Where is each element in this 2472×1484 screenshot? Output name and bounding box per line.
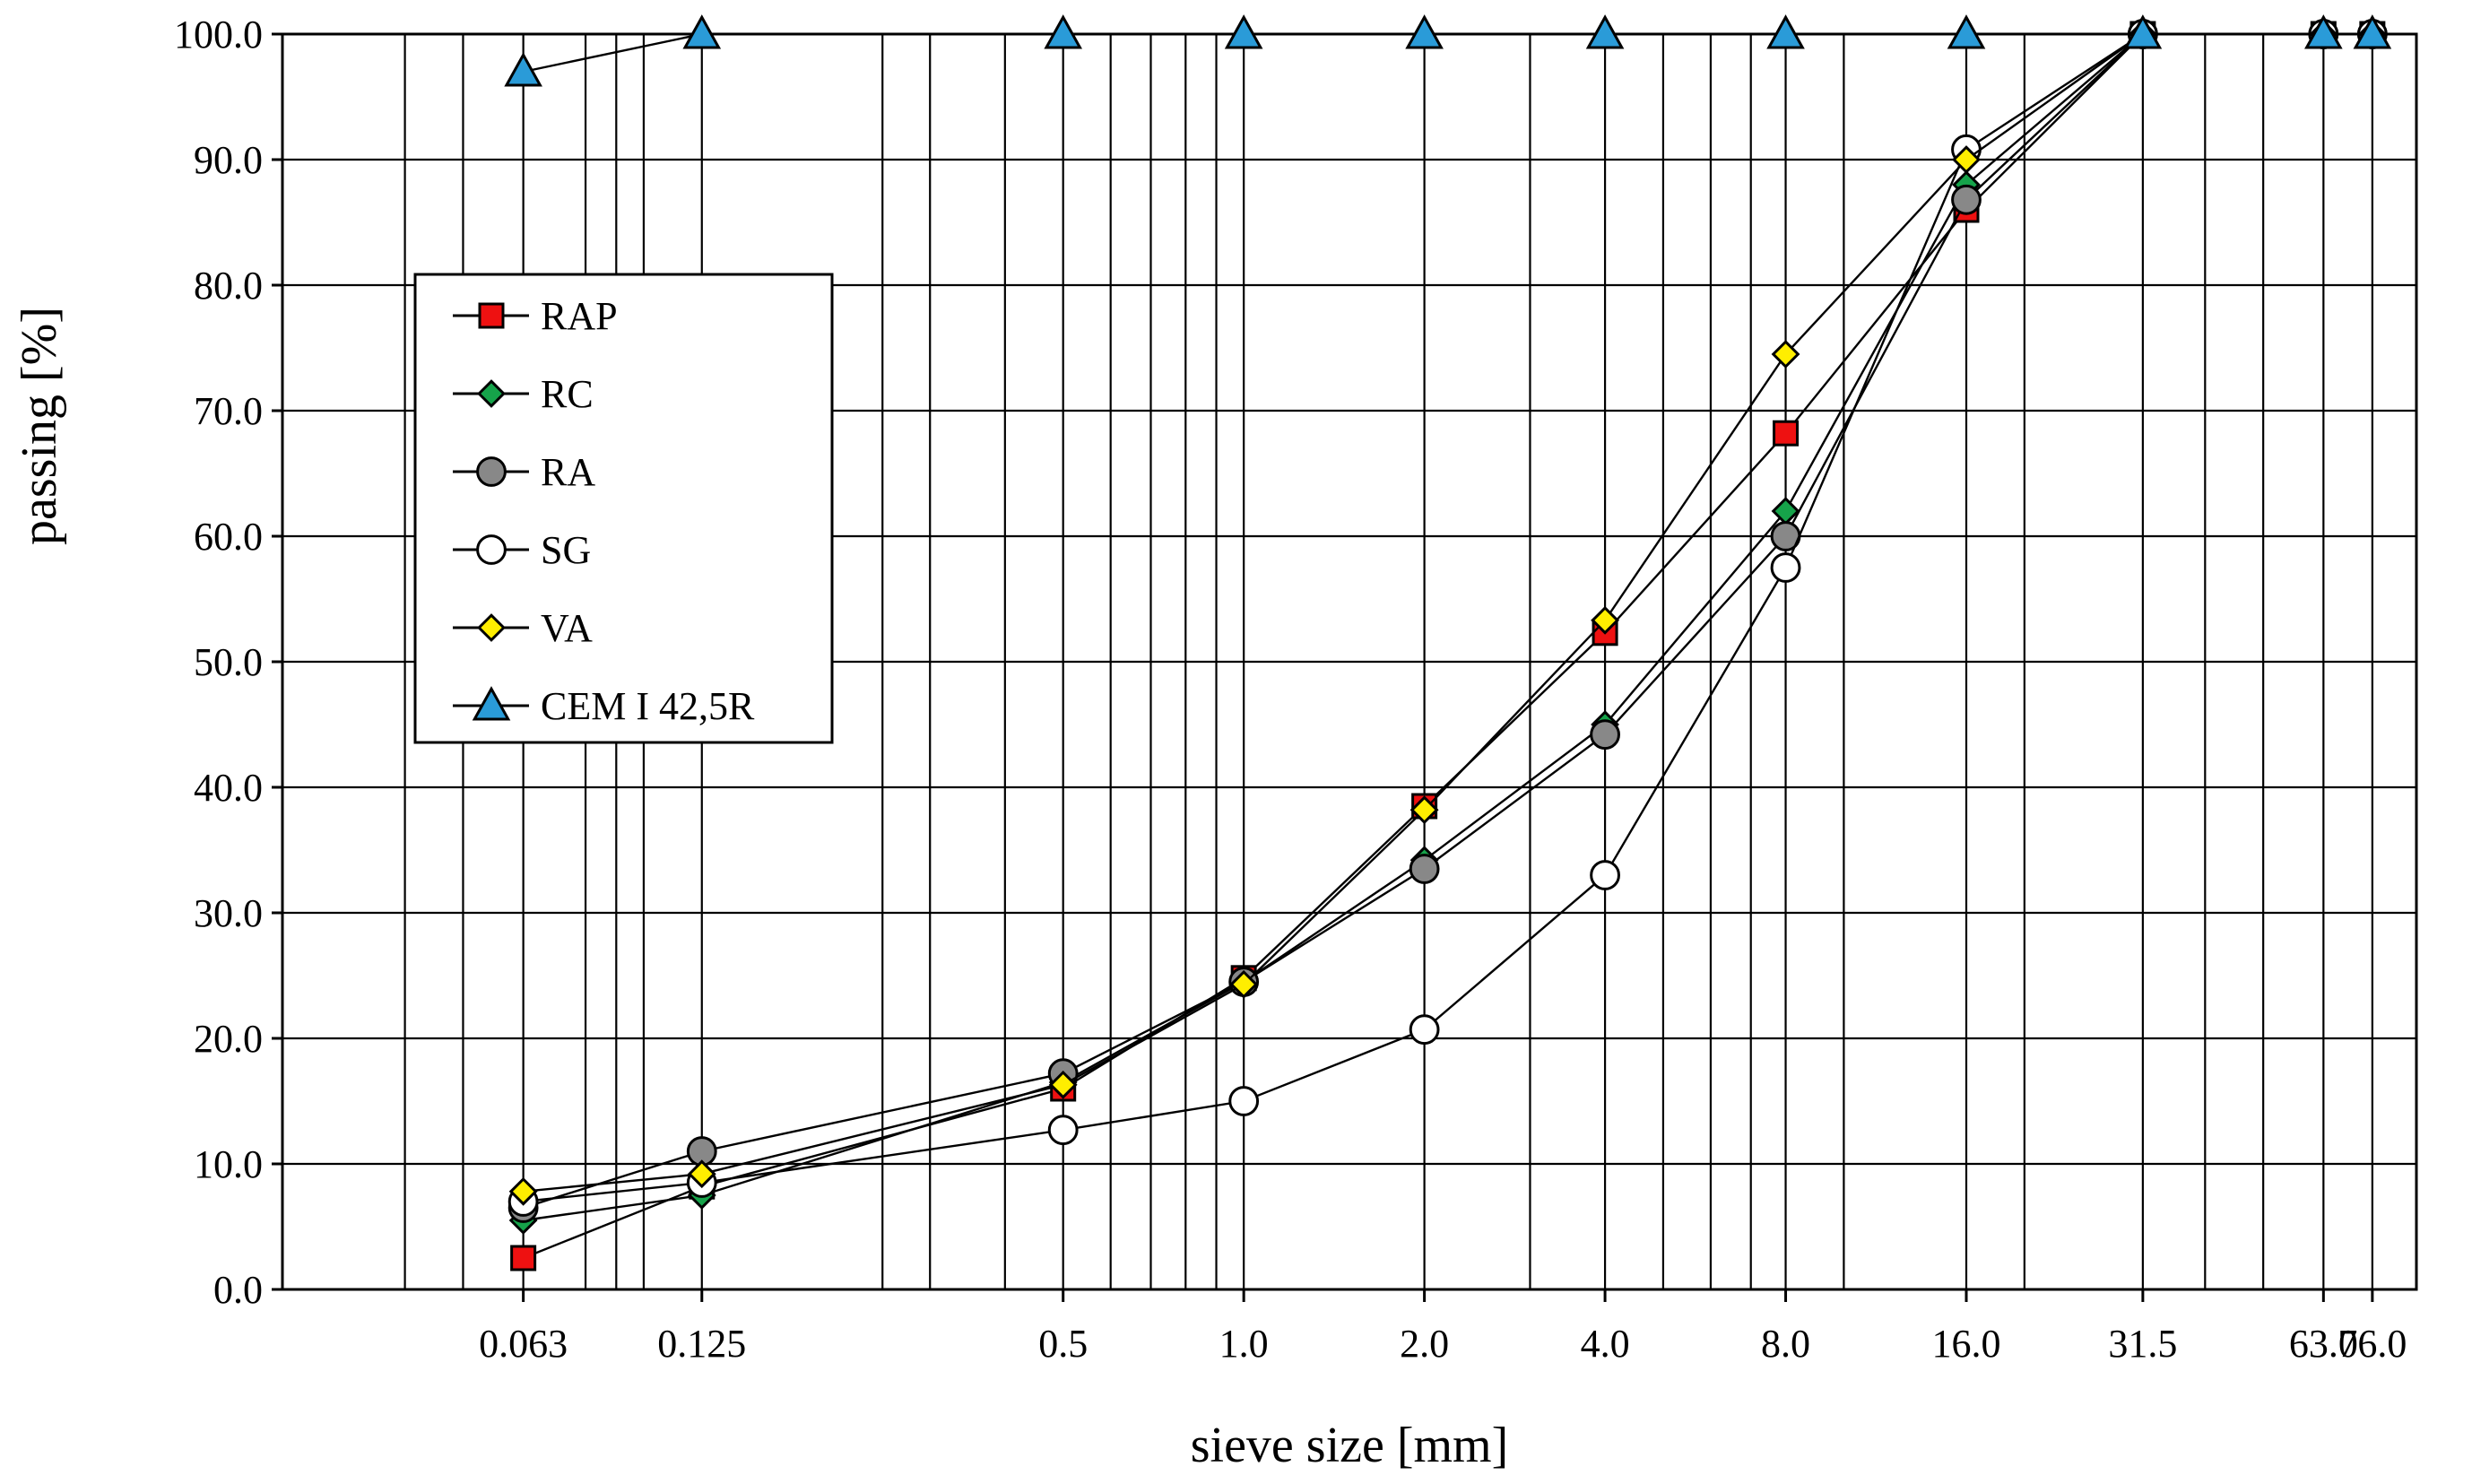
- y-axis-label: passing [%]: [12, 307, 67, 545]
- y-tick-label: 80.0: [194, 264, 263, 308]
- y-tick-label: 20.0: [194, 1017, 263, 1061]
- data-point: [1228, 1086, 1260, 1116]
- y-tick-label: 40.0: [194, 766, 263, 810]
- data-point: [477, 613, 506, 642]
- data-point: [682, 14, 722, 49]
- data-point: [1405, 14, 1444, 49]
- grid: [282, 32, 2418, 1291]
- data-point: [2123, 14, 2163, 49]
- y-tick-label: 90.0: [194, 138, 263, 182]
- y-tick-label: 30.0: [194, 891, 263, 935]
- legend-item: RC: [453, 372, 594, 416]
- x-tick-label: 4.0: [1581, 1322, 1630, 1366]
- y-tick-label: 50.0: [194, 640, 263, 684]
- y-axis-ticks: 0.0 10.0 20.0 30.0 40.0 50.0 60.0 70.0 80.0 90.0 1…: [174, 13, 282, 1312]
- data-point: [476, 456, 507, 487]
- data-point: [1409, 795, 1439, 825]
- x-tick-label: 8.0: [1761, 1322, 1810, 1366]
- data-point: [1951, 184, 1982, 215]
- legend-label: SG: [541, 528, 591, 572]
- legend-label: RAP: [541, 294, 618, 338]
- legend-item: VA: [453, 606, 593, 650]
- legend-item: CEM I 42,5R: [453, 684, 755, 728]
- data-point: [1947, 14, 1986, 49]
- series: [504, 14, 2392, 1271]
- data-point: [510, 1245, 537, 1271]
- data-point: [1047, 1115, 1079, 1146]
- data-point: [1770, 552, 1801, 583]
- data-point: [508, 1176, 538, 1206]
- data-point: [1044, 14, 1082, 49]
- data-point: [476, 534, 507, 565]
- x-tick-label: 1.0: [1219, 1322, 1269, 1366]
- legend-box: [413, 273, 834, 744]
- data-point: [477, 379, 506, 408]
- data-point: [1229, 969, 1259, 999]
- x-tick-label: 2.0: [1400, 1322, 1449, 1366]
- data-point: [478, 302, 505, 329]
- legend-item: SG: [453, 528, 591, 572]
- x-tick-label: 0.063: [479, 1322, 568, 1366]
- data-point: [1224, 14, 1263, 49]
- y-tick-label: 100.0: [174, 13, 263, 56]
- y-tick-label: 60.0: [194, 515, 263, 559]
- x-tick-label: 31.5: [2108, 1322, 2177, 1366]
- legend-label: RA: [541, 450, 595, 494]
- data-point: [1590, 719, 1620, 751]
- series-cem-i-42-5r: [504, 14, 2392, 87]
- data-point: [2353, 14, 2392, 49]
- legend-item: RAP: [453, 294, 618, 338]
- y-tick-label: 0.0: [213, 1268, 263, 1312]
- data-point: [687, 1159, 716, 1189]
- data-point: [1952, 145, 1981, 174]
- legend-label: RC: [541, 372, 594, 416]
- y-tick-label: 70.0: [194, 389, 263, 433]
- legend-label: CEM I 42,5R: [541, 684, 755, 728]
- data-point: [1590, 860, 1620, 890]
- x-tick-label: 63.0: [2289, 1322, 2358, 1366]
- x-axis-ticks: 0.063 0.125 0.5 1.0 2.0 4.0 8.0 16.0 31.5 63.076.…: [479, 1289, 2407, 1366]
- legend-item: RA: [453, 450, 595, 494]
- data-point: [1591, 605, 1619, 635]
- data-point: [1409, 1014, 1440, 1046]
- x-tick-label: 0.125: [657, 1322, 746, 1366]
- data-point: [504, 52, 542, 87]
- data-point: [1773, 420, 1800, 447]
- legend-label: VA: [541, 606, 593, 650]
- x-tick-label: 76.0: [2338, 1322, 2407, 1366]
- data-point: [1771, 340, 1800, 369]
- data-point: [1585, 14, 1625, 49]
- data-point: [472, 686, 511, 721]
- data-point: [1409, 854, 1440, 884]
- data-point: [1048, 1070, 1078, 1099]
- x-tick-label: 0.5: [1038, 1322, 1088, 1366]
- x-axis-label: sieve size [mm]: [1191, 1418, 1509, 1473]
- legend: RAP RC RA SG VA CEM I 42,5R: [413, 273, 834, 744]
- data-point: [1766, 14, 1805, 49]
- y-tick-label: 10.0: [194, 1142, 263, 1186]
- data-point: [2304, 14, 2343, 49]
- x-tick-label: 16.0: [1931, 1322, 2000, 1366]
